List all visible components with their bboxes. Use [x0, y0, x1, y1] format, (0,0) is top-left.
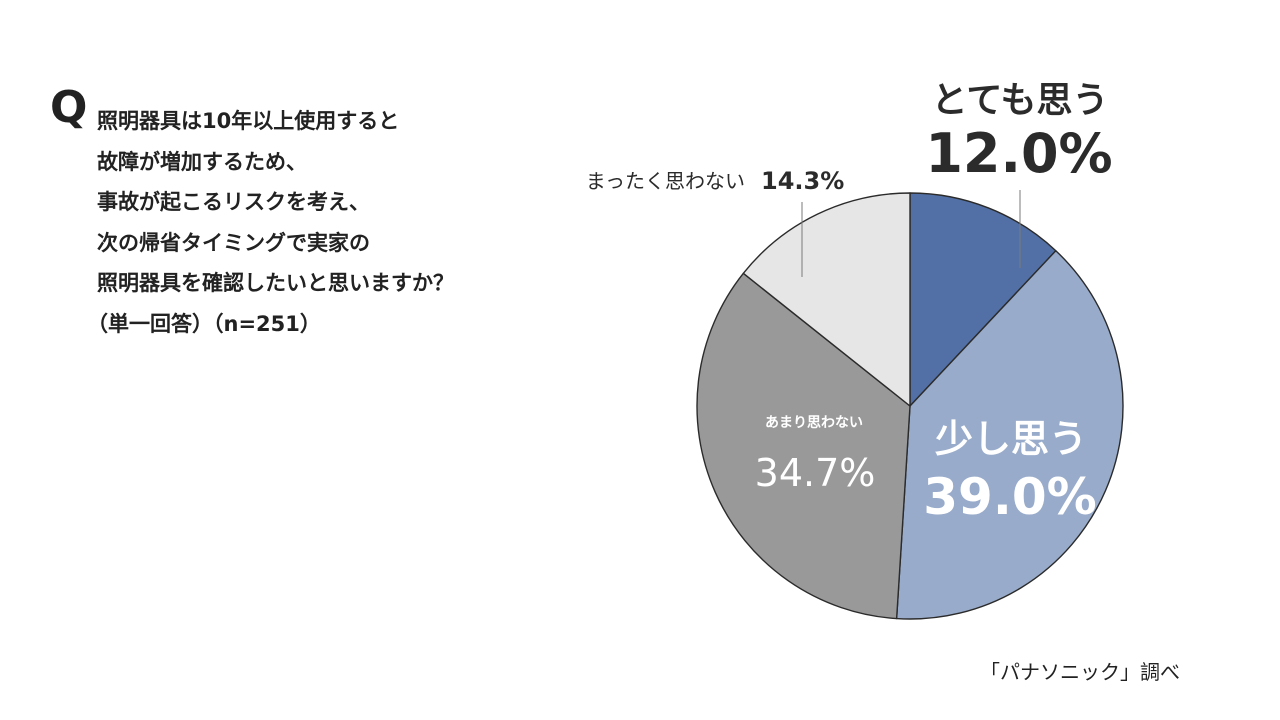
slice-label-mattaku: まったく思わない: [586, 169, 745, 193]
slice-label-amari: あまり思わない: [765, 415, 863, 431]
question-line: 故障が増加するため、: [97, 149, 307, 174]
question-line: 事故が起こるリスクを考え、: [97, 190, 370, 214]
slice-label-totemo: とても思う: [931, 80, 1108, 121]
pie-slice-amari: [696, 272, 911, 620]
slice-value-amari: 34.7%: [755, 451, 876, 495]
question-mark: Q: [50, 82, 88, 133]
pie-slices: [696, 192, 1124, 620]
question-text: 照明器具は10年以上使用すると 故障が増加するため、 事故が起こるリスクを考え、…: [87, 101, 454, 344]
leader-lines: [801, 190, 1021, 277]
pie-slice-totemo: [909, 192, 1057, 407]
slice-value-sukoshi: 39.0%: [923, 468, 1096, 526]
slice-value-mattaku: 14.3%: [761, 167, 844, 195]
pie-slice-mattaku: [742, 192, 911, 407]
question-line: 照明器具を確認したいと思いますか？: [97, 271, 454, 295]
slice-value-totemo: 12.0%: [925, 122, 1112, 185]
pie-slice-sukoshi: [895, 250, 1124, 620]
slice-label-sukoshi: 少し思う: [935, 417, 1087, 461]
question-line: 次の帰省タイミングで実家の: [97, 230, 370, 255]
question-line: 照明器具は10年以上使用すると: [97, 109, 400, 133]
question-note: （単一回答）（n=251）: [87, 311, 321, 336]
source-credit: 「パナソニック」調べ: [980, 660, 1180, 684]
